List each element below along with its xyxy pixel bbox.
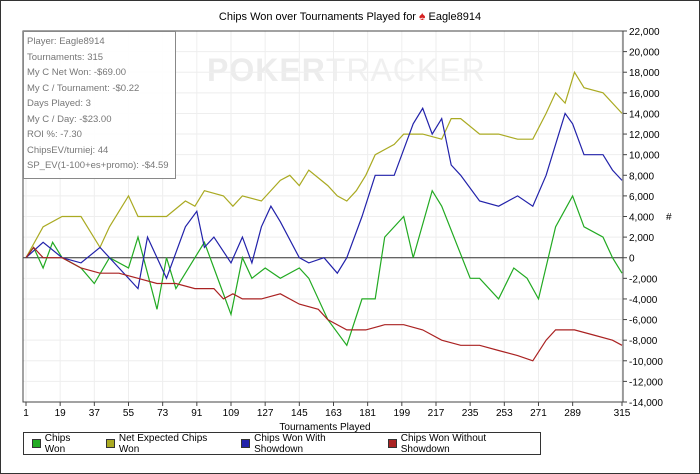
series-line-chips-won <box>25 189 623 347</box>
x-tick-label: 127 <box>257 408 274 419</box>
legend-item-net-expected[interactable]: Net Expected Chips Won <box>106 433 227 455</box>
legend-swatch <box>32 439 41 448</box>
x-tick-label: 1 <box>23 408 29 419</box>
stat-net-won: My C Net Won: -$69.00 <box>27 67 127 78</box>
y-tick-label: 12,000 <box>629 130 660 141</box>
stat-per-tournament: My C / Tournament: -$0.22 <box>27 82 140 94</box>
y-tick-label: 6,000 <box>629 192 654 203</box>
legend-swatch <box>241 439 251 448</box>
y-tick-label: 0 <box>629 254 635 265</box>
legend-item-without-showdown[interactable]: Chips Won Without Showdown <box>387 433 534 455</box>
y-tick-label: 18,000 <box>629 68 660 79</box>
y-tick-label: 4,000 <box>629 213 654 224</box>
y-tick-label: -4,000 <box>629 295 658 306</box>
legend: Chips Won Net Expected Chips Won Chips W… <box>23 432 541 455</box>
y-tick-label: -2,000 <box>629 274 658 285</box>
y-tick-label: -6,000 <box>629 316 658 327</box>
series-line-net-expected-chips-won <box>25 70 623 258</box>
series-line-chips-won-with-showdown <box>25 106 623 290</box>
legend-item-chips-won[interactable]: Chips Won <box>32 433 92 455</box>
y-tick-label: -14,000 <box>629 398 663 409</box>
x-tick-label: 217 <box>428 408 445 419</box>
x-tick-label: 199 <box>393 408 410 419</box>
stat-per-day: My C / Day: -$23.00 <box>27 113 112 125</box>
legend-swatch <box>387 439 397 448</box>
x-tick-label: 315 <box>614 408 631 419</box>
x-tick-label: 19 <box>55 408 67 419</box>
x-tick-label: 235 <box>462 408 479 419</box>
player-name: Eagle8914 <box>428 11 482 23</box>
y-tick-label: 16,000 <box>629 89 660 100</box>
pokertracker-watermark: POKERTRACKER <box>207 52 486 88</box>
y-axis-label: # <box>666 212 672 223</box>
y-tick-label: -8,000 <box>629 336 658 347</box>
x-tick-label: 73 <box>157 408 169 419</box>
stat-sp-ev: SP_EV(1-100+es+promo): -$4.59 <box>27 160 169 171</box>
x-tick-label: 181 <box>359 408 376 419</box>
series-line-chips-won-without-showdown <box>25 246 623 362</box>
stat-roi: ROI %: -7.30 <box>27 129 82 140</box>
pokerstars-spade-icon: ♠ <box>419 9 426 23</box>
x-tick-label: 91 <box>191 408 203 419</box>
stat-tournaments: Tournaments: 315 <box>27 51 104 63</box>
x-tick-label: 109 <box>223 408 240 419</box>
y-tick-label: 20,000 <box>629 48 660 59</box>
plot-area-border <box>22 30 624 403</box>
x-tick-label: 37 <box>89 408 101 419</box>
x-tick-label: 289 <box>564 408 581 419</box>
legend-swatch <box>106 439 115 448</box>
x-tick-label: 163 <box>325 408 342 419</box>
y-tick-label: 8,000 <box>629 171 654 182</box>
x-tick-label: 253 <box>496 408 513 419</box>
x-tick-label: 145 <box>291 408 308 419</box>
y-tick-label: -12,000 <box>629 377 663 388</box>
y-tick-label: 2,000 <box>629 233 654 244</box>
legend-item-with-showdown[interactable]: Chips Won With Showdown <box>241 433 374 455</box>
stat-days-played: Days Played: 3 <box>27 98 91 109</box>
stat-player: Player: Eagle8914 <box>27 36 105 47</box>
x-tick-label: 271 <box>530 408 547 419</box>
title-text: Chips Won over Tournaments Played for <box>218 11 416 23</box>
y-tick-label: 14,000 <box>629 109 660 120</box>
y-tick-label: 10,000 <box>629 151 660 162</box>
stats-box: Player: Eagle8914 Tournaments: 315 My C … <box>23 31 176 179</box>
y-tick-label: -10,000 <box>629 357 663 368</box>
y-tick-label: 22,000 <box>629 27 660 38</box>
stat-chipsev: ChipsEV/turniej: 44 <box>27 144 109 156</box>
x-axis-label: Tournaments Played <box>279 422 371 433</box>
x-tick-label: 55 <box>123 408 135 419</box>
chart-title: Chips Won over Tournaments Played for ♠ … <box>0 9 700 23</box>
